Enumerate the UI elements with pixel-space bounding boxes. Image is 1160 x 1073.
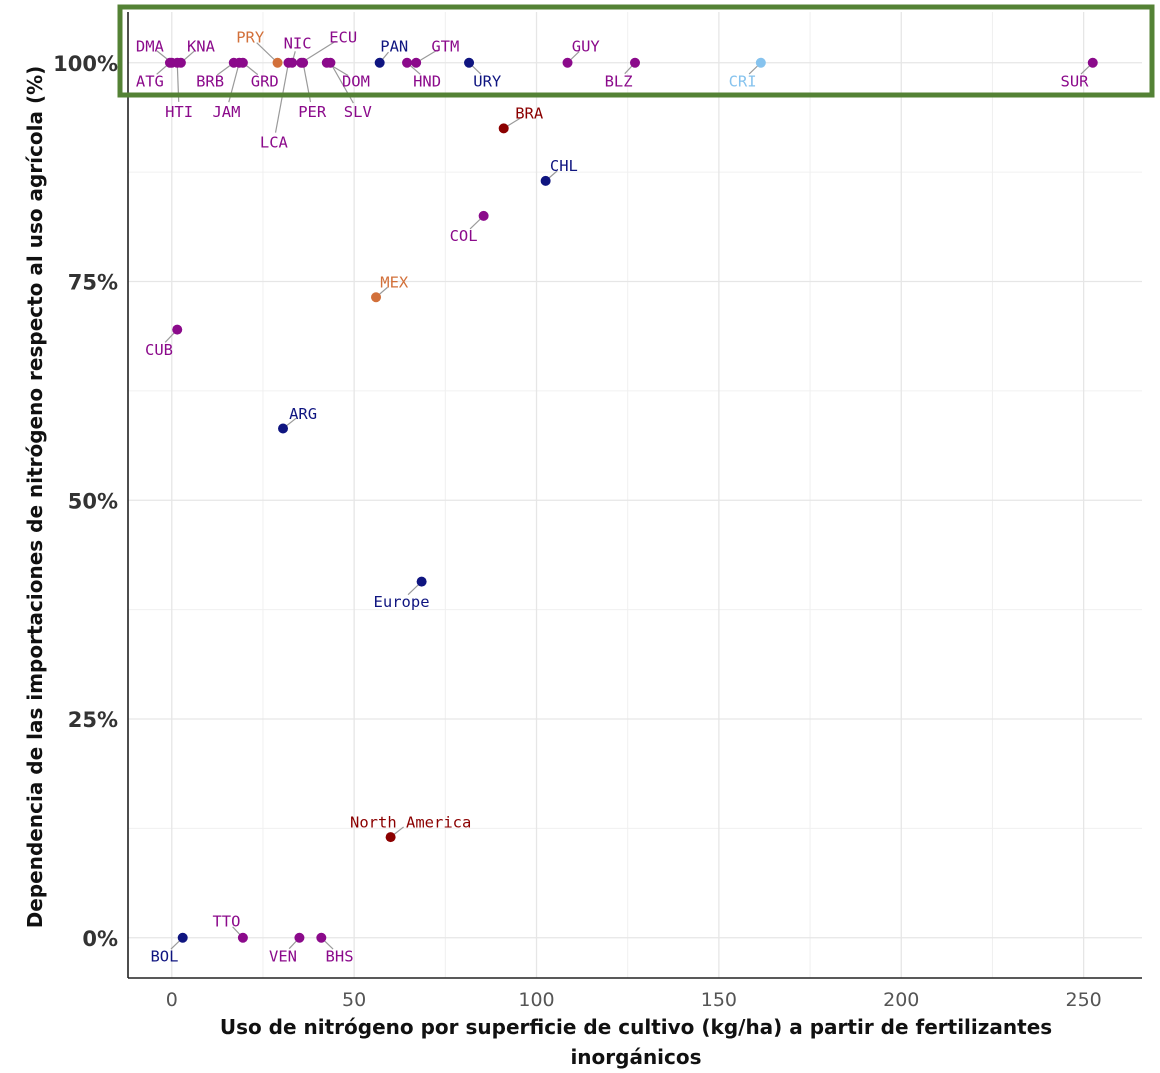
data-point <box>411 57 422 68</box>
data-point <box>237 57 248 68</box>
data-point <box>1087 57 1098 68</box>
data-point-label: MEX <box>380 274 409 292</box>
data-point-label: BHS <box>326 947 354 965</box>
data-point-label: GTM <box>431 37 459 55</box>
data-point <box>172 324 183 335</box>
axis-titles: Dependencia de las importaciones de nitr… <box>23 66 1052 1069</box>
label-leader-lines <box>156 40 1094 950</box>
data-point <box>172 57 183 68</box>
x-tick-label: 150 <box>701 989 737 1011</box>
label-leader-line <box>274 62 290 133</box>
x-tick-label: 100 <box>518 989 554 1011</box>
data-point <box>287 57 298 68</box>
data-point-label: CHL <box>550 157 578 175</box>
data-point <box>630 57 640 68</box>
data-point <box>385 832 396 843</box>
data-point <box>374 57 385 68</box>
data-point-label: NIC <box>284 35 312 53</box>
data-point <box>755 57 766 68</box>
data-point-label: DOM <box>342 72 370 90</box>
data-point <box>540 175 551 186</box>
data-point-label: BLZ <box>605 72 633 90</box>
data-point-label: SUR <box>1061 72 1090 90</box>
axes <box>127 12 1142 979</box>
data-point-label: KNA <box>187 37 216 55</box>
data-point <box>562 57 573 68</box>
data-point <box>298 57 309 68</box>
data-point-label: URY <box>473 72 502 90</box>
data-point <box>325 57 336 68</box>
data-point-label: PER <box>298 103 327 121</box>
data-point <box>464 57 475 68</box>
data-point <box>164 57 175 68</box>
data-point-label: JAM <box>212 103 240 121</box>
data-point-label: CRI <box>729 72 757 90</box>
data-point-label: ATG <box>136 72 164 90</box>
x-axis-title-line-1: Uso de nitrógeno por superficie de culti… <box>220 1015 1052 1039</box>
data-point-label: HTI <box>165 103 193 121</box>
data-point <box>316 932 327 943</box>
data-point <box>278 423 289 434</box>
data-point-label: VEN <box>269 947 297 965</box>
data-point-label: ARG <box>289 405 317 423</box>
data-point <box>478 210 489 221</box>
data-point-label: TTO <box>212 912 240 930</box>
data-point <box>416 576 427 587</box>
highlight-box <box>117 4 1155 98</box>
data-point <box>272 57 283 68</box>
x-tick-label: 250 <box>1066 989 1102 1011</box>
data-point-label: ECU <box>329 29 357 47</box>
data-point-label: COL <box>450 227 478 245</box>
data-point-label: North America <box>350 813 471 831</box>
data-point-label: PRY <box>236 29 265 47</box>
x-tick-label: 0 <box>166 989 178 1011</box>
data-point-label: GUY <box>572 37 601 55</box>
y-tick-label: 75% <box>68 271 118 295</box>
data-point <box>177 932 188 943</box>
label-leader-line <box>300 40 336 64</box>
data-point-label: LCA <box>260 134 289 152</box>
data-point <box>402 57 413 68</box>
x-tick-label: 50 <box>342 989 366 1011</box>
y-tick-label: 25% <box>68 708 118 732</box>
data-point <box>498 123 509 134</box>
x-axis-title-line-2: inorgánicos <box>570 1045 701 1069</box>
data-point-label: BOL <box>150 947 178 965</box>
data-point-label: PAN <box>380 37 408 55</box>
data-point <box>371 292 382 303</box>
grid <box>128 12 1142 978</box>
data-point-label: CUB <box>145 341 173 359</box>
y-tick-label: 0% <box>82 927 118 951</box>
data-point-label: BRA <box>515 105 544 123</box>
x-tick-label: 200 <box>883 989 919 1011</box>
data-point-label: BRB <box>196 72 224 90</box>
data-point-label: Europe <box>374 593 430 611</box>
data-point-label: SLV <box>344 103 372 121</box>
data-point-label: DMA <box>136 37 165 55</box>
y-axis-title: Dependencia de las importaciones de nitr… <box>23 66 47 929</box>
data-points <box>164 57 1098 943</box>
y-tick-label: 100% <box>53 52 118 76</box>
data-point <box>294 932 305 943</box>
data-point-label: GRD <box>251 72 279 90</box>
data-point <box>237 932 248 943</box>
data-point-label: HND <box>413 72 441 90</box>
tick-labels: 0% 25% 50% 75% 100% 0 50 100 150 200 250 <box>53 52 1102 1011</box>
y-tick-label: 50% <box>68 489 118 513</box>
